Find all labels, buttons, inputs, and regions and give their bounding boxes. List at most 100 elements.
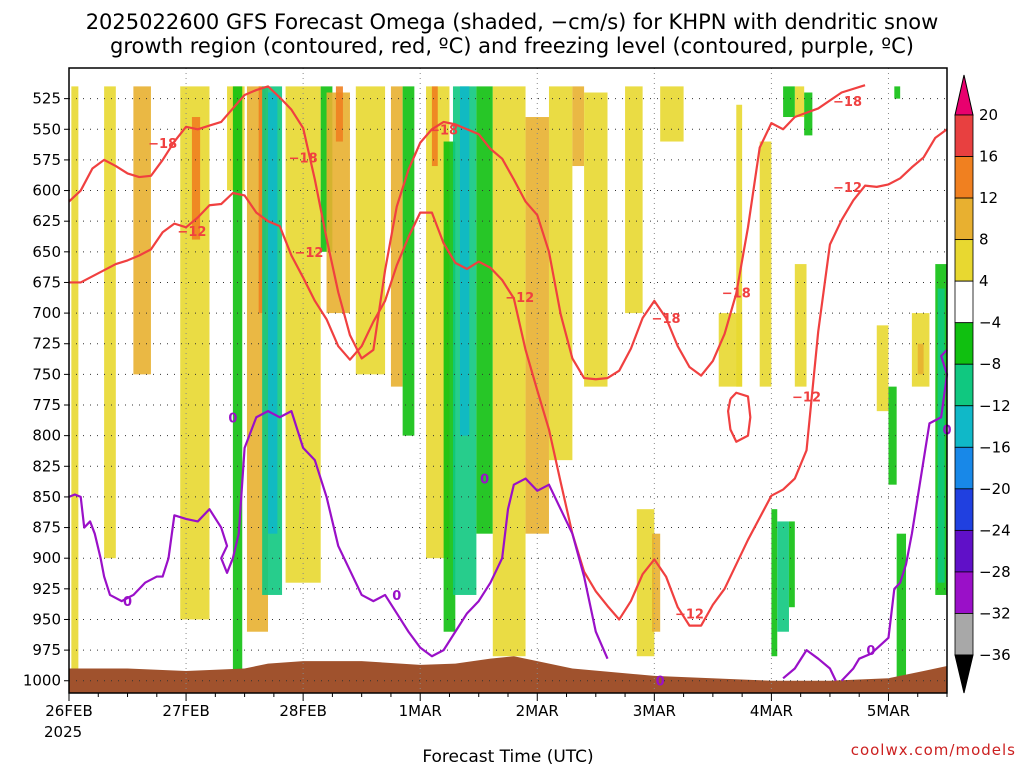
x-tick-label: 3MAR (633, 702, 676, 720)
y-tick-label: 650 (32, 243, 61, 261)
colorbar-box (954, 488, 974, 531)
omega-band (783, 86, 795, 118)
dgz-contour-label: −12 (792, 390, 821, 405)
credit-text: coolwx.com/models (851, 741, 1016, 759)
y-tick-label: 550 (32, 120, 61, 138)
colorbar-box (954, 280, 974, 324)
dgz-contour-label: −18 (833, 95, 862, 110)
omega-band (651, 533, 661, 632)
dgz-contour-line (68, 84, 866, 381)
omega-band (584, 92, 608, 387)
omega-band (937, 288, 945, 583)
y-tick-label: 775 (32, 396, 61, 414)
colorbar-box (954, 239, 974, 282)
freezing-contour-line (782, 649, 837, 682)
omega-band (133, 86, 151, 375)
colorbar-tick-label: −32 (979, 604, 1011, 622)
colorbar-tick-label: −16 (979, 438, 1011, 456)
y-tick-label: 725 (32, 335, 61, 353)
colorbar-box (954, 529, 974, 573)
x-tick-label: 5MAR (867, 702, 910, 720)
omega-band (525, 117, 549, 534)
omega-band (335, 86, 343, 142)
omega-band (492, 86, 526, 657)
y-tick-label: 750 (32, 365, 61, 383)
dgz-contour-label: −18 (148, 137, 177, 152)
colorbar-tick-label: −20 (979, 480, 1011, 498)
colorbar-box (954, 114, 974, 157)
omega-band (794, 86, 805, 118)
x-tick-label: 26FEB (45, 702, 92, 720)
omega-band (326, 92, 350, 314)
y-tick-label: 1000 (23, 672, 61, 690)
colorbar-tick-label: 8 (979, 231, 989, 249)
omega-band (896, 533, 907, 681)
colorbar-box (954, 156, 974, 199)
colorbar-box (954, 571, 974, 614)
omega-band (794, 264, 807, 387)
freezing-contour-label: 0 (392, 589, 401, 604)
colorbar-tick-label: 20 (979, 106, 998, 124)
colorbar-tick-label: −8 (979, 355, 1001, 373)
freezing-contour-label: 0 (480, 473, 489, 488)
omega-band (390, 86, 403, 387)
omega-band (894, 86, 901, 99)
omega-band (232, 86, 243, 681)
dgz-contour-label: −18 (652, 312, 681, 327)
colorbar-box (954, 363, 974, 407)
omega-band (285, 86, 321, 583)
colorbar-box (954, 446, 974, 490)
omega-band (917, 343, 924, 375)
omega-band (71, 86, 79, 681)
omega-band (736, 104, 743, 387)
omega-band (572, 86, 585, 167)
dgz-contour-label: −12 (294, 246, 323, 261)
y-tick-label: 900 (32, 549, 61, 567)
dgz-contour-label: −12 (675, 607, 704, 622)
y-tick-label: 675 (32, 273, 61, 291)
freezing-contour-label: 0 (656, 675, 665, 690)
omega-band (460, 86, 470, 436)
grid-lines (69, 68, 947, 693)
omega-shading (71, 86, 947, 681)
x-tick-label: 1MAR (399, 702, 442, 720)
freezing-contour-line (68, 410, 609, 660)
omega-band (104, 86, 116, 559)
y-tick-label: 525 (32, 90, 61, 108)
terrain-area (69, 656, 947, 693)
x-axis-year: 2025 (44, 723, 82, 741)
x-tick-label: 28FEB (279, 702, 326, 720)
y-tick-label: 925 (32, 580, 61, 598)
y-axis-tick-labels: 525 550 575 600 625 650 675 700 725 750 775 800 825 8… (23, 90, 69, 690)
omega-band (771, 509, 778, 657)
y-tick-label: 825 (32, 457, 61, 475)
omega-band (402, 86, 415, 436)
freezing-contour-label: 0 (228, 411, 237, 426)
x-tick-label: 4MAR (750, 702, 793, 720)
omega-band (476, 86, 493, 534)
y-tick-label: 950 (32, 610, 61, 628)
y-tick-label: 600 (32, 182, 61, 200)
omega-band (625, 86, 643, 314)
dgz-contours: −18 −12 −18 −18 −18 −18 −18 −12 −12 −12 −12 −12 (68, 84, 948, 627)
omega-band (548, 86, 573, 461)
dgz-contour-label: −18 (722, 286, 751, 301)
colorbar-tick-label: −24 (979, 521, 1011, 539)
y-tick-label: 800 (32, 427, 61, 445)
dgz-contour-line (69, 128, 948, 627)
y-tick-label: 850 (32, 488, 61, 506)
omega-band (777, 521, 789, 632)
dgz-contour-label: −18 (289, 151, 318, 166)
colorbar-box (954, 405, 974, 448)
omega-band (876, 325, 889, 412)
y-tick-label: 875 (32, 519, 61, 537)
omega-band (759, 141, 772, 387)
colorbar-box (954, 322, 974, 365)
colorbar: 20 16 12 8 4 −4 −8 −12 −16 −20 −24 −28 −32 −36 (954, 74, 1011, 694)
freezing-contour-label: 0 (866, 644, 875, 659)
freezing-contour-line (840, 349, 949, 682)
omega-band (804, 92, 813, 136)
dgz-contour-label: −18 (429, 123, 458, 138)
